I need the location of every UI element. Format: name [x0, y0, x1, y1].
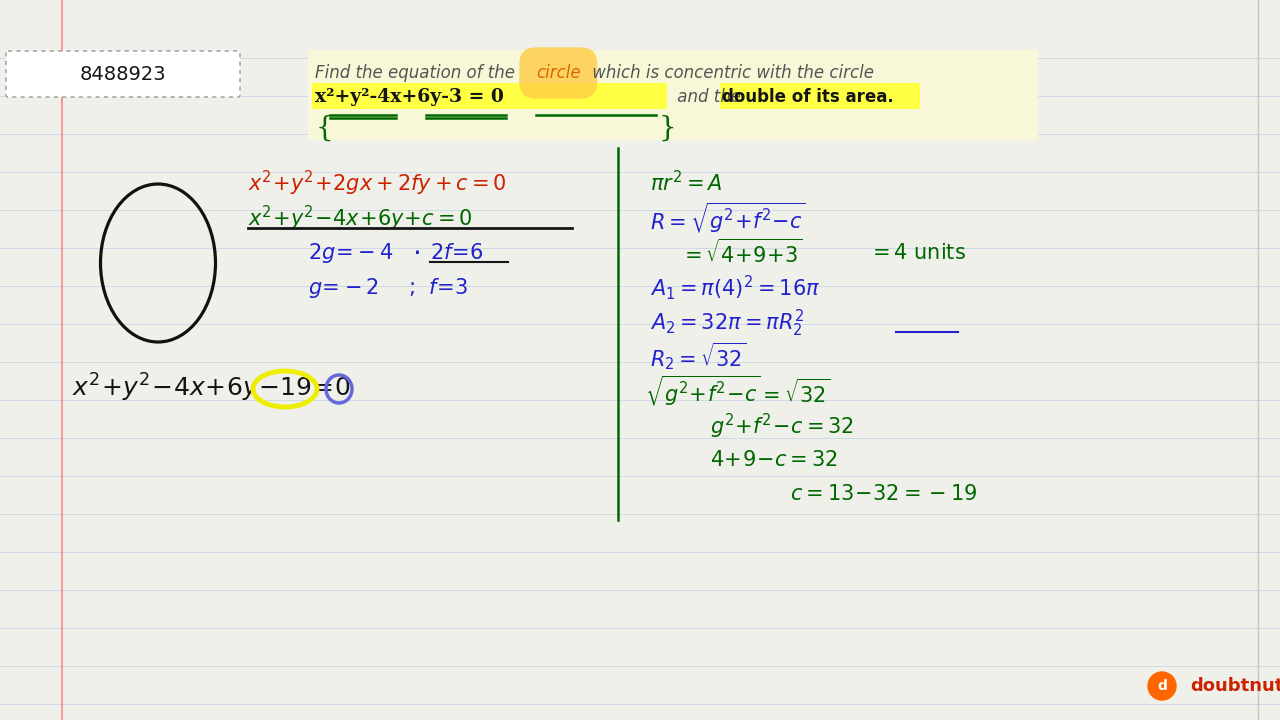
- Text: $= \sqrt{4\!+\!9\!+\!3}$: $= \sqrt{4\!+\!9\!+\!3}$: [680, 239, 803, 267]
- Text: }: }: [658, 115, 676, 142]
- Text: double of its area.: double of its area.: [722, 88, 893, 106]
- Text: d: d: [1157, 679, 1167, 693]
- Text: $f\!=\!3$: $f\!=\!3$: [428, 278, 467, 298]
- FancyBboxPatch shape: [308, 50, 1038, 140]
- Text: $= 4\ \mathrm{units}$: $= 4\ \mathrm{units}$: [868, 243, 966, 263]
- Text: and the: and the: [672, 88, 746, 106]
- Text: 8488923: 8488923: [79, 66, 166, 84]
- Text: $;$: $;$: [408, 278, 415, 298]
- Text: $2g\!=\!-4$: $2g\!=\!-4$: [308, 241, 393, 265]
- Text: $x^2\!+\!y^2\!-\!4x\!+\!6y\!-\!19\!=\!0$: $x^2\!+\!y^2\!-\!4x\!+\!6y\!-\!19\!=\!0$: [72, 372, 351, 404]
- FancyBboxPatch shape: [312, 83, 667, 109]
- Text: $c = 13\!-\!32 = -19$: $c = 13\!-\!32 = -19$: [790, 484, 978, 504]
- Text: circle: circle: [536, 64, 581, 82]
- Text: doubtnut: doubtnut: [1190, 677, 1280, 695]
- Text: which is concentric with the circle: which is concentric with the circle: [588, 64, 874, 82]
- Text: x²+y²-4x+6y-3 = 0: x²+y²-4x+6y-3 = 0: [315, 88, 504, 106]
- Text: $x^2\!+\!y^2\!-\!4x\!+\!6y\!+\!c=0$: $x^2\!+\!y^2\!-\!4x\!+\!6y\!+\!c=0$: [248, 203, 472, 233]
- Text: Find the equation of the: Find the equation of the: [315, 64, 520, 82]
- Text: $4\!+\!9\!-\!c = 32$: $4\!+\!9\!-\!c = 32$: [710, 450, 838, 470]
- Text: $g\!=\!-2$: $g\!=\!-2$: [308, 276, 379, 300]
- Text: $2f\!=\!6$: $2f\!=\!6$: [430, 243, 484, 263]
- Text: $A_1 = \pi(4)^2 = 16\pi$: $A_1 = \pi(4)^2 = 16\pi$: [650, 274, 820, 302]
- Text: {: {: [316, 115, 334, 142]
- Text: $\sqrt{g^2\!+\!f^2\!-\!c} = \sqrt{32}$: $\sqrt{g^2\!+\!f^2\!-\!c} = \sqrt{32}$: [645, 374, 831, 408]
- Circle shape: [1148, 672, 1176, 700]
- Text: $x^2\!+\!y^2\!+\!2gx + 2fy + c = 0$: $x^2\!+\!y^2\!+\!2gx + 2fy + c = 0$: [248, 168, 507, 197]
- FancyBboxPatch shape: [719, 83, 920, 109]
- Text: $A_2 = 32\pi = \pi R_2^2$: $A_2 = 32\pi = \pi R_2^2$: [650, 307, 804, 338]
- Text: $\pi r^2 = A$: $\pi r^2 = A$: [650, 171, 722, 196]
- FancyBboxPatch shape: [6, 51, 241, 97]
- Text: $g^2\!+\!f^2\!-\!c = 32$: $g^2\!+\!f^2\!-\!c = 32$: [710, 411, 854, 441]
- Text: $R_2 = \sqrt{32}$: $R_2 = \sqrt{32}$: [650, 340, 746, 372]
- Text: $R = \sqrt{g^2\!+\!f^2\!-\!c}$: $R = \sqrt{g^2\!+\!f^2\!-\!c}$: [650, 201, 806, 235]
- Text: $\cdot$: $\cdot$: [412, 239, 420, 267]
